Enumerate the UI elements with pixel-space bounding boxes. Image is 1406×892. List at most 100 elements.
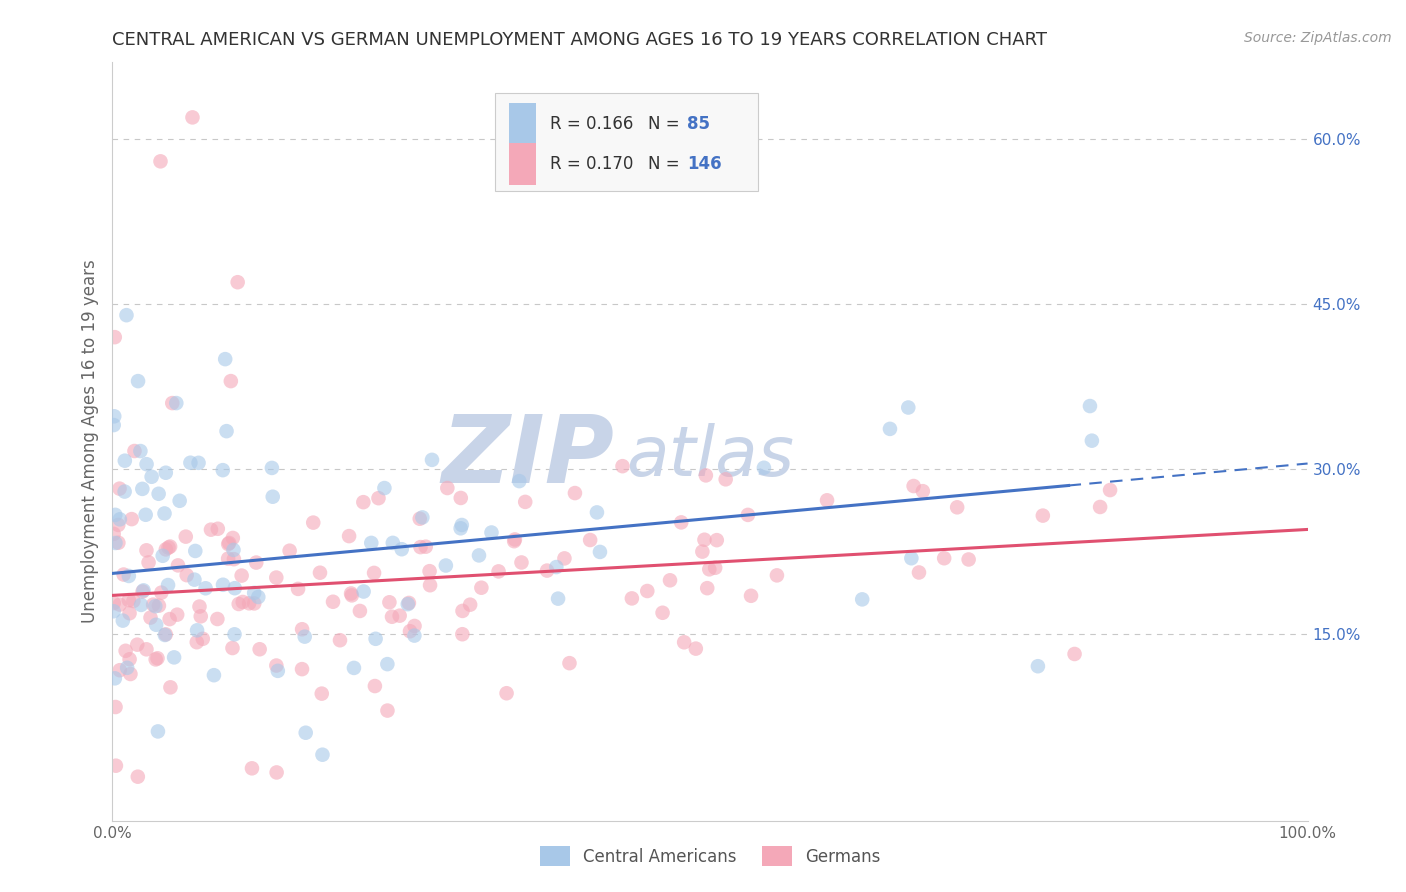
Point bbox=[879, 422, 901, 436]
Point bbox=[224, 581, 246, 595]
Point bbox=[291, 622, 314, 636]
Text: CENTRAL AMERICAN VS GERMAN UNEMPLOYMENT AMONG AGES 16 TO 19 YEARS CORRELATION CH: CENTRAL AMERICAN VS GERMAN UNEMPLOYMENT … bbox=[112, 31, 1047, 49]
Point bbox=[908, 566, 931, 580]
Point bbox=[488, 565, 510, 579]
Point bbox=[897, 401, 920, 415]
Point bbox=[124, 444, 146, 458]
Point bbox=[363, 566, 385, 580]
Text: atlas: atlas bbox=[627, 423, 794, 491]
Point bbox=[184, 544, 207, 558]
Point bbox=[127, 374, 149, 388]
Point bbox=[247, 590, 270, 604]
Point bbox=[104, 758, 127, 772]
Point bbox=[148, 599, 170, 613]
Text: 85: 85 bbox=[688, 115, 710, 133]
Point bbox=[558, 656, 581, 670]
Point bbox=[388, 608, 411, 623]
Point bbox=[132, 583, 155, 598]
Point bbox=[249, 642, 271, 657]
Point bbox=[238, 596, 260, 610]
Point bbox=[322, 595, 344, 609]
Point bbox=[200, 523, 222, 537]
Point bbox=[207, 612, 229, 626]
Point bbox=[211, 463, 233, 477]
Point bbox=[107, 517, 129, 532]
Point bbox=[458, 598, 481, 612]
Point bbox=[404, 619, 426, 633]
Point bbox=[420, 453, 443, 467]
Point bbox=[155, 466, 177, 480]
Point bbox=[399, 624, 422, 639]
Point bbox=[377, 657, 399, 672]
Point bbox=[547, 591, 569, 606]
Point bbox=[104, 330, 127, 344]
Point bbox=[451, 604, 474, 618]
Point bbox=[114, 453, 136, 467]
Text: 146: 146 bbox=[688, 154, 721, 173]
Point bbox=[267, 664, 290, 678]
Point bbox=[737, 508, 759, 522]
Point bbox=[222, 552, 245, 566]
Point bbox=[697, 562, 720, 576]
Point bbox=[957, 552, 980, 566]
Point bbox=[135, 642, 157, 657]
Point bbox=[146, 724, 169, 739]
Point bbox=[311, 687, 333, 701]
Point bbox=[1026, 659, 1049, 673]
Text: Source: ZipAtlas.com: Source: ZipAtlas.com bbox=[1244, 31, 1392, 45]
Point bbox=[232, 595, 254, 609]
Point bbox=[377, 704, 399, 718]
Point bbox=[159, 540, 181, 554]
Point bbox=[111, 614, 134, 628]
Point bbox=[311, 747, 333, 762]
Point bbox=[218, 536, 240, 550]
Point bbox=[503, 533, 526, 547]
Point bbox=[815, 493, 838, 508]
Point bbox=[364, 679, 387, 693]
Point bbox=[153, 507, 176, 521]
Point bbox=[508, 474, 530, 488]
Point bbox=[673, 635, 696, 649]
Point bbox=[450, 491, 472, 505]
Point bbox=[131, 482, 153, 496]
Point bbox=[181, 111, 204, 125]
Point bbox=[129, 598, 152, 612]
FancyBboxPatch shape bbox=[495, 93, 758, 191]
Point bbox=[118, 593, 141, 607]
Point bbox=[243, 586, 266, 600]
Point bbox=[636, 584, 658, 599]
Point bbox=[329, 633, 352, 648]
Point bbox=[148, 487, 170, 501]
Point bbox=[127, 770, 149, 784]
Point bbox=[360, 536, 382, 550]
Point bbox=[139, 610, 162, 624]
Point bbox=[135, 508, 157, 522]
Text: ZIP: ZIP bbox=[441, 410, 614, 503]
Point bbox=[740, 589, 762, 603]
Point bbox=[695, 468, 717, 483]
Point bbox=[391, 542, 413, 557]
Point bbox=[142, 598, 165, 612]
Point bbox=[352, 495, 374, 509]
Point bbox=[415, 540, 437, 554]
Point bbox=[911, 484, 934, 499]
Point bbox=[228, 597, 250, 611]
Point bbox=[586, 505, 609, 519]
Point bbox=[141, 469, 163, 483]
Point bbox=[262, 490, 284, 504]
Point bbox=[174, 530, 197, 544]
Point bbox=[481, 525, 503, 540]
Point bbox=[373, 481, 395, 495]
Point bbox=[162, 396, 184, 410]
Point bbox=[167, 558, 190, 573]
Point bbox=[245, 556, 267, 570]
Point bbox=[696, 581, 718, 595]
Point bbox=[103, 527, 125, 541]
Text: N =: N = bbox=[648, 115, 679, 133]
Point bbox=[222, 531, 245, 545]
Point bbox=[409, 512, 432, 526]
Point bbox=[165, 396, 187, 410]
Point bbox=[685, 641, 707, 656]
Point bbox=[396, 597, 419, 611]
Point bbox=[115, 661, 138, 675]
